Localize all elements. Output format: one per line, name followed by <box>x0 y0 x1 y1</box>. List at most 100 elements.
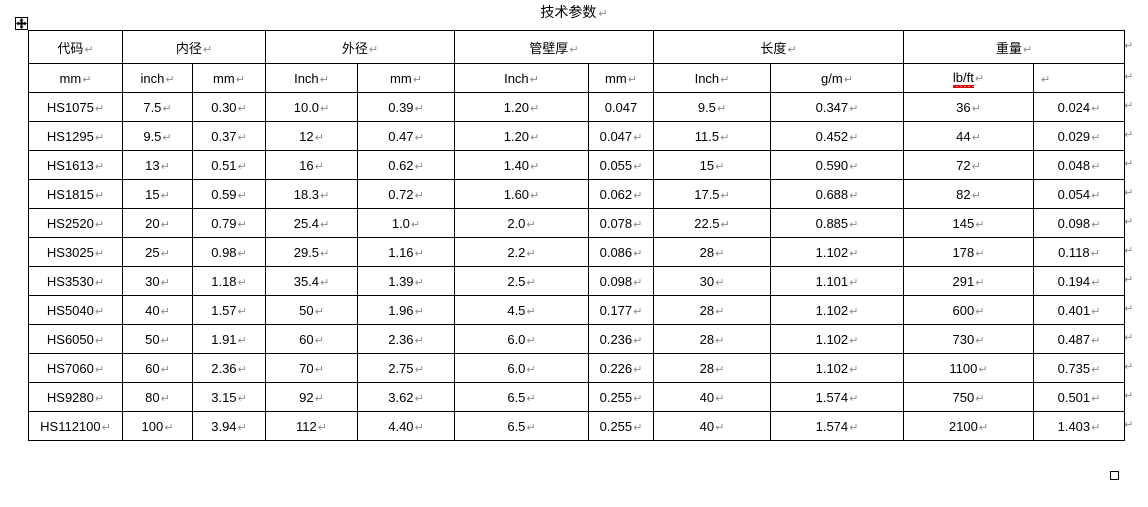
paragraph-mark-icon: ↵ <box>978 363 988 376</box>
cell-r7-c5: 4.5↵ <box>454 295 589 325</box>
cell-r0-c7: 9.5↵ <box>653 92 771 122</box>
paragraph-mark-icon: ↵ <box>320 102 330 115</box>
cell-r11-c6: 0.255↵ <box>588 411 654 441</box>
paragraph-mark-icon: ↵ <box>633 392 643 405</box>
spellcheck-flagged-text: lb/ft <box>952 69 974 88</box>
paragraph-mark-icon: ↵ <box>633 363 643 376</box>
paragraph-mark-icon: ↵ <box>975 392 985 405</box>
paragraph-mark-icon: ↵ <box>414 102 424 115</box>
cell-text: 0.255 <box>599 418 633 434</box>
cell-code: HS7060↵ <box>28 353 123 383</box>
paragraph-mark-icon: ↵ <box>237 276 247 289</box>
paragraph-mark-icon: ↵ <box>598 8 608 20</box>
paragraph-mark-icon: ↵ <box>414 334 424 347</box>
cell-text: 72 <box>956 157 971 173</box>
cell-text: Inch <box>504 70 529 86</box>
group-header-cell-0: 代码↵ <box>28 30 123 64</box>
cell-text: 0.048 <box>1057 157 1091 173</box>
cell-text: 3.94 <box>211 418 237 434</box>
paragraph-mark-icon: ↵ <box>529 73 539 86</box>
cell-text: Inch <box>294 70 319 86</box>
cell-r8-c5: 6.0↵ <box>454 324 589 354</box>
paragraph-mark-icon: ↵ <box>715 160 725 173</box>
paragraph-mark-icon: ↵ <box>849 102 859 115</box>
cell-r2-c5: 1.40↵ <box>454 150 589 180</box>
table-row: HS3025↵ 25↵ 0.98↵ 29.5↵ 1.16↵ 2.2↵ 0.086↵ 28↵ 1.… <box>28 237 1125 267</box>
paragraph-mark-icon: ↵ <box>1124 245 1134 257</box>
cell-text: HS1815 <box>46 186 94 202</box>
cell-r6-c7: 30↵ <box>653 266 771 296</box>
cell-text: HS1613 <box>46 157 94 173</box>
table-row: HS3530↵ 30↵ 1.18↵ 35.4↵ 1.39↵ 2.5↵ 0.098↵ 30↵ 1.… <box>28 266 1125 296</box>
table-row: HS112100↵ 100↵ 3.94↵ 112↵ 4.40↵ 6.5↵ 0.255↵ 40↵… <box>28 411 1125 441</box>
unit-header-cell-9: lb/ft↵ <box>903 63 1034 93</box>
cell-text: mm <box>605 70 627 86</box>
cell-text: 60 <box>145 360 160 376</box>
paragraph-mark-icon: ↵ <box>82 73 92 86</box>
cell-r0-c10: 0.024↵ <box>1033 92 1125 122</box>
cell-r0-c1: 7.5↵ <box>122 92 193 122</box>
paragraph-mark-icon: ↵ <box>1124 274 1134 286</box>
unit-header-cell-10: ↵ <box>1033 63 1125 93</box>
cell-r2-c7: 15↵ <box>653 150 771 180</box>
cell-r9-c7: 28↵ <box>653 353 771 383</box>
cell-r2-c1: 13↵ <box>122 150 193 180</box>
paragraph-mark-icon: ↵ <box>1091 276 1101 289</box>
cell-text: 2.75 <box>388 360 414 376</box>
cell-r4-c6: 0.078↵ <box>588 208 654 238</box>
cell-text: 2.5 <box>507 273 526 289</box>
paragraph-mark-icon: ↵ <box>1090 247 1100 260</box>
cell-r8-c4: 2.36↵ <box>357 324 455 354</box>
paragraph-mark-icon: ↵ <box>160 276 170 289</box>
cell-r2-c9: 72↵ <box>903 150 1034 180</box>
cell-r10-c1: 80↵ <box>122 382 193 412</box>
cell-r4-c5: 2.0↵ <box>454 208 589 238</box>
paragraph-mark-icon: ↵ <box>1124 40 1134 52</box>
cell-r10-c5: 6.5↵ <box>454 382 589 412</box>
cell-code: HS6050↵ <box>28 324 123 354</box>
cell-text: 0.098 <box>599 273 633 289</box>
paragraph-mark-icon: ↵ <box>978 421 989 434</box>
paragraph-mark-icon: ↵ <box>84 43 94 56</box>
document-end-marker <box>1110 471 1119 480</box>
cell-r7-c10: 0.401↵ <box>1033 295 1125 325</box>
cell-r0-c9: 36↵ <box>903 92 1034 122</box>
table-row: HS6050↵ 50↵ 1.91↵ 60↵ 2.36↵ 6.0↵ 0.236↵ 28↵ 1.10… <box>28 324 1125 354</box>
cell-text: mm <box>59 70 82 86</box>
cell-r7-c7: 28↵ <box>653 295 771 325</box>
group-header-cell-3: 管壁厚↵ <box>454 30 654 64</box>
cell-text: 0.226 <box>599 360 633 376</box>
cell-r6-c3: 35.4↵ <box>265 266 358 296</box>
cell-r3-c8: 0.688↵ <box>770 179 904 209</box>
cell-text: 0.236 <box>599 331 633 347</box>
move-table-handle-icon[interactable] <box>15 17 28 30</box>
paragraph-mark-icon: ↵ <box>237 131 247 144</box>
paragraph-mark-icon: ↵ <box>971 189 981 202</box>
cell-text: 0.51 <box>211 157 237 173</box>
cell-text: 0.452 <box>815 128 849 144</box>
paragraph-mark-icon: ↵ <box>317 421 327 434</box>
cell-text: 112 <box>296 418 317 434</box>
cell-text: 0.054 <box>1057 186 1091 202</box>
cell-text: 1.102 <box>815 331 849 347</box>
paragraph-mark-icon: ↵ <box>320 189 330 202</box>
paragraph-mark-icon: ↵ <box>237 334 247 347</box>
cell-r0-c5: 1.20↵ <box>454 92 589 122</box>
paragraph-mark-icon: ↵ <box>1124 303 1134 315</box>
cell-text: 40 <box>145 302 160 318</box>
cell-r9-c3: 70↵ <box>265 353 358 383</box>
cell-r4-c9: 145↵ <box>903 208 1034 238</box>
cell-r8-c9: 730↵ <box>903 324 1034 354</box>
paragraph-mark-icon: ↵ <box>237 392 247 405</box>
cell-text: 145 <box>952 215 975 231</box>
cell-text: 0.79 <box>211 215 237 231</box>
cell-text: 0.30 <box>211 99 237 115</box>
paragraph-mark-icon: ↵ <box>530 189 540 202</box>
paragraph-mark-icon: ↵ <box>94 160 105 173</box>
cell-r2-c4: 0.62↵ <box>357 150 455 180</box>
paragraph-mark-icon: ↵ <box>715 421 725 434</box>
cell-r11-c7: 40↵ <box>653 411 771 441</box>
paragraph-mark-icon: ↵ <box>314 131 324 144</box>
cell-text: 0.047 <box>604 99 638 115</box>
cell-r1-c6: 0.047↵ <box>588 121 654 151</box>
